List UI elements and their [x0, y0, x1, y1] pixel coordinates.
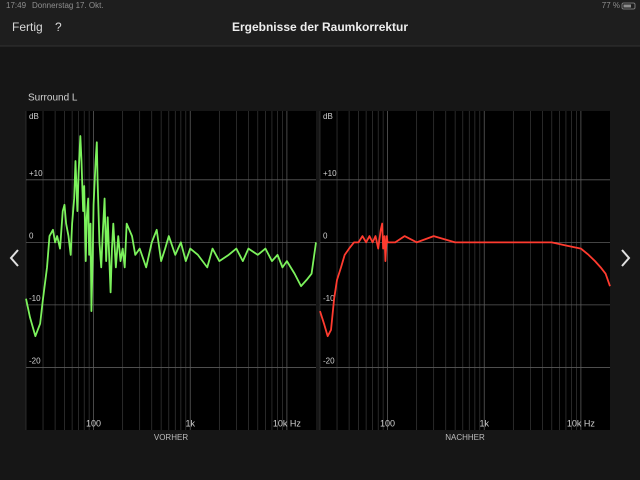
status-time: 17:49 [6, 1, 27, 10]
x-tick-label: 10k Hz [273, 418, 302, 428]
y-axis-label: dB [323, 112, 333, 121]
x-tick-label: 100 [86, 418, 101, 428]
chart-caption: NACHHER [445, 433, 485, 442]
section-title: Surround L [28, 93, 78, 104]
previous-arrow[interactable] [9, 249, 19, 267]
response-curve [25, 135, 317, 338]
battery-icon [621, 2, 636, 10]
battery-level [623, 4, 631, 8]
status-date: Donnerstag 17. Okt. [32, 1, 104, 10]
y-tick-label: 0 [29, 231, 34, 240]
y-tick-label: -10 [323, 294, 335, 303]
status-battery: 77 % [602, 1, 620, 10]
y-tick-label: -20 [323, 357, 335, 366]
x-tick-label: 100 [380, 418, 395, 428]
x-tick-label: 1k [185, 418, 195, 428]
x-tick-label: 10k Hz [567, 418, 596, 428]
chart-caption: VORHER [154, 433, 188, 442]
y-tick-label: -20 [29, 357, 41, 366]
next-arrow[interactable] [621, 249, 631, 267]
done-button[interactable]: Fertig [12, 20, 43, 34]
y-tick-label: -10 [29, 294, 41, 303]
nav-background [0, 0, 640, 46]
response-curve [319, 222, 611, 338]
nav-title: Ergebnisse der Raumkorrektur [232, 20, 408, 34]
x-tick-label: 1k [479, 418, 489, 428]
y-tick-label: +10 [29, 169, 43, 178]
plot-background [26, 111, 316, 430]
y-tick-label: 0 [323, 231, 328, 240]
y-axis-label: dB [29, 112, 39, 121]
y-tick-label: +10 [323, 169, 337, 178]
help-button[interactable]: ? [55, 20, 62, 34]
plot-background [320, 111, 610, 430]
